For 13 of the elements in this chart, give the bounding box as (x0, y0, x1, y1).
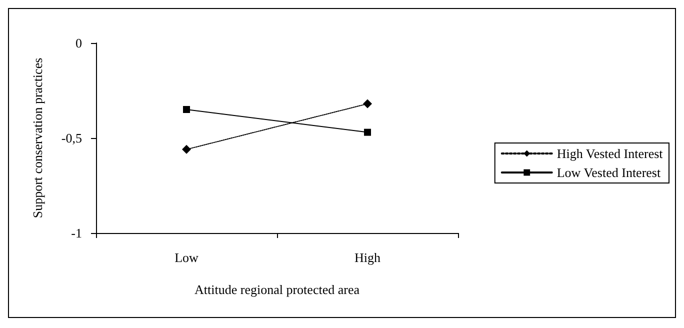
x-tick-label: High (354, 250, 381, 265)
x-tick-label: Low (174, 250, 200, 265)
x-axis-title: Attitude regional protected area (194, 282, 360, 297)
point (182, 144, 191, 154)
point (364, 128, 371, 136)
y-tick-label: -1 (71, 226, 82, 240)
y-axis-title: Support conservation practices (30, 58, 45, 218)
legend-label: High Vested Interest (556, 146, 664, 161)
point (363, 99, 372, 108)
y-tick-label: -0,5 (61, 130, 82, 146)
legend-label: Low Vested Interest (556, 165, 661, 180)
y-tick-label: 0 (76, 36, 82, 50)
point (183, 106, 190, 113)
